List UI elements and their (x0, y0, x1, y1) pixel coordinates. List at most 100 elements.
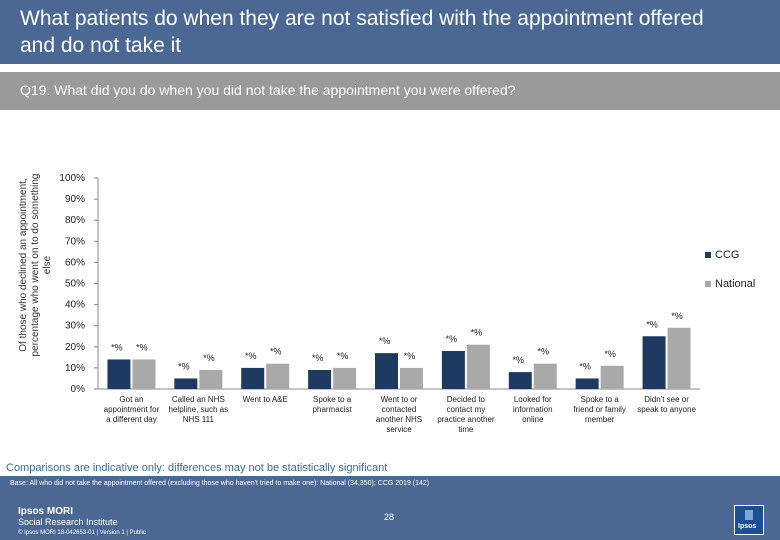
category-label-line: member (585, 415, 615, 424)
bar-national (199, 370, 223, 389)
category-label-line: Got an (119, 395, 143, 404)
bar-national (333, 367, 357, 389)
category-label-line: another NHS (376, 415, 422, 424)
y-tick-label: 20% (65, 342, 85, 353)
footer (0, 494, 780, 540)
bar-national (600, 365, 624, 389)
category-label-line: contacted (382, 405, 417, 414)
data-label-ccg: *% (178, 361, 190, 371)
bar-ccg (508, 372, 532, 389)
category-label-line: practice another (437, 415, 495, 424)
footer-logo-name: Ipsos MORI (18, 506, 74, 517)
data-label-ccg: *% (312, 353, 324, 363)
category-label: Called an NHS helpline, such as NHS 111 (169, 395, 229, 424)
category-label-line: information (513, 405, 553, 414)
data-label-ccg: *% (245, 351, 257, 361)
data-label-national: *% (671, 311, 683, 321)
data-label-ccg: *% (111, 342, 123, 352)
bar-ccg (642, 336, 666, 389)
bar-ccg (575, 378, 599, 389)
data-label-national: *% (471, 328, 483, 338)
legend-national-label: National (715, 278, 756, 290)
bar-ccg (241, 367, 265, 389)
category-label-line: a different day (106, 415, 157, 424)
data-label-ccg: *% (646, 319, 658, 329)
y-tick-label: 60% (65, 257, 85, 268)
category-label-line: service (386, 425, 412, 434)
category-label: Went to or contacted another NHS service (376, 395, 422, 434)
category-label-line: friend or family (573, 405, 625, 414)
data-label-national: *% (404, 351, 416, 361)
category-label-line: Looked for (514, 395, 552, 404)
y-tick-label: 30% (65, 321, 85, 332)
legend-national: National (705, 278, 755, 290)
bar-national (533, 363, 557, 389)
category-label: Looked for information online (513, 395, 553, 424)
base-bar (0, 476, 780, 494)
y-tick-label: 100% (59, 173, 85, 184)
category-label-line: Didn't see or (644, 395, 689, 404)
data-label-national: *% (136, 342, 148, 352)
category-label: Went to A&E (243, 395, 288, 404)
category-label-line: speak to anyone (637, 405, 696, 414)
category-label-line: Went to or (381, 395, 418, 404)
footer-logo-subtitle: Social Research Institute (18, 517, 118, 527)
page-number: 28 (384, 512, 395, 522)
bar-ccg (308, 370, 332, 389)
bar-national (266, 363, 290, 389)
y-tick-label: 80% (65, 215, 85, 226)
category-label-line: Spoke to a (581, 395, 620, 404)
data-label-national: *% (604, 349, 616, 359)
y-tick-label: 10% (65, 363, 85, 374)
data-label-ccg: *% (579, 361, 591, 371)
legend-ccg-swatch (705, 252, 711, 259)
y-tick-label: 40% (65, 300, 85, 311)
category-label: Spoke to a friend or family member (573, 395, 625, 424)
category-label-line: online (522, 415, 544, 424)
indicative-note: Comparisons are indicative only: differe… (6, 462, 388, 474)
category-label: Got an appointment for a different day (104, 395, 160, 424)
category-label: Didn't see or speak to anyone (637, 395, 696, 414)
data-label-national: *% (270, 347, 282, 357)
ipsos-logo-text: Ipsos (738, 523, 757, 530)
bar-national (132, 359, 156, 389)
y-tick-label: 70% (65, 236, 85, 247)
data-label-ccg: *% (513, 355, 525, 365)
ipsos-logo-icon: Ipsos (734, 505, 764, 535)
legend-national-swatch (705, 281, 711, 288)
category-label-line: NHS 111 (183, 415, 215, 424)
data-label-ccg: *% (446, 334, 458, 344)
category-label-line: Decided to (447, 395, 486, 404)
category-label-line: Spoke to a (313, 395, 352, 404)
bar-national (667, 327, 691, 389)
question-text: Q19. What did you do when you did not ta… (20, 82, 516, 98)
y-tick-label: 0% (71, 384, 86, 395)
y-tick-label: 90% (65, 194, 85, 205)
bar-ccg (107, 359, 131, 389)
bar-chart: 0% 10% 20% 30% 40% 50% 60% 70% 80% 90% 100% *% *% *% *… (59, 173, 700, 434)
y-tick-label: 50% (65, 279, 85, 290)
question-bar (0, 72, 780, 110)
data-label-national: *% (337, 351, 349, 361)
category-label-line: contact my (447, 405, 486, 414)
data-label-ccg: *% (379, 336, 391, 346)
category-label-line: Went to A&E (243, 395, 288, 404)
legend-ccg: CCG (705, 249, 739, 261)
category-label: Decided to contact my practice another time (437, 395, 495, 434)
base-note: Base: All who did not take the appointme… (10, 480, 430, 487)
category-label-line: Called an NHS (172, 395, 225, 404)
page-title: What patients do when they are not satis… (20, 7, 704, 57)
bar-ccg (174, 378, 198, 389)
bar-national (466, 344, 490, 389)
data-label-national: *% (538, 347, 550, 357)
category-label-line: pharmacist (313, 405, 353, 414)
title-bar (0, 0, 780, 64)
legend-ccg-label: CCG (715, 249, 740, 261)
category-label: Spoke to a pharmacist (313, 395, 353, 414)
category-label-line: appointment for (104, 405, 160, 414)
bar-national (400, 367, 423, 389)
bar-ccg (375, 353, 398, 389)
category-label-line: time (458, 425, 474, 434)
bar-ccg (441, 351, 465, 389)
category-label-line: helpline, such as (169, 405, 229, 414)
